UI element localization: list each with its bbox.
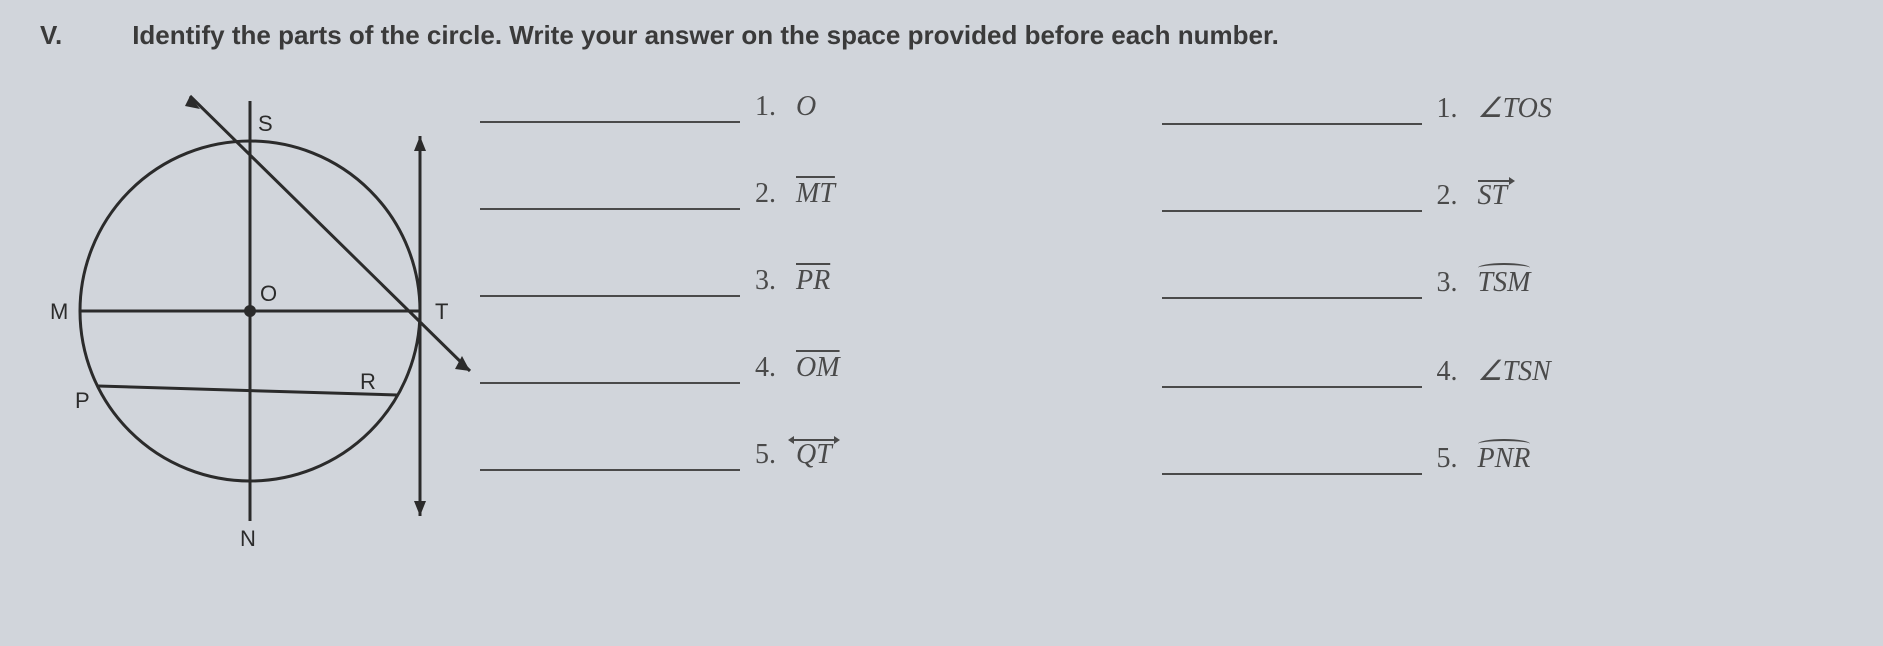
blank-line[interactable] xyxy=(1162,271,1422,299)
item-number: 4. xyxy=(1437,356,1458,388)
blank-line[interactable] xyxy=(480,95,740,123)
blank-line[interactable] xyxy=(480,443,740,471)
item-2-2: 2. ST xyxy=(1162,180,1844,212)
label-m: M xyxy=(50,299,68,324)
label-t: T xyxy=(435,299,448,324)
item-number: 5. xyxy=(755,439,776,471)
label-n: N xyxy=(240,526,256,551)
item-value: ∠TSN xyxy=(1478,354,1551,388)
item-number: 5. xyxy=(1437,443,1458,475)
item-1-4: 4. OM xyxy=(480,352,1162,384)
blank-line[interactable] xyxy=(480,269,740,297)
item-number: 1. xyxy=(755,91,776,123)
blank-line[interactable] xyxy=(480,182,740,210)
item-value: PNR xyxy=(1478,443,1531,475)
content-row: O M T S N P R 1. O 2. MT 3. PR xyxy=(40,81,1843,581)
label-p: P xyxy=(75,388,90,413)
item-value: ∠TOS xyxy=(1478,91,1552,125)
item-2-5: 5. PNR xyxy=(1162,443,1844,475)
item-1-1: 1. O xyxy=(480,91,1162,123)
item-value: PR xyxy=(796,265,830,297)
item-value: O xyxy=(796,91,816,123)
item-2-3: 3. TSM xyxy=(1162,267,1844,299)
line-st-secant xyxy=(190,96,470,371)
item-number: 2. xyxy=(755,178,776,210)
blank-line[interactable] xyxy=(1162,447,1422,475)
item-1-3: 3. PR xyxy=(480,265,1162,297)
label-o: O xyxy=(260,281,277,306)
item-number: 1. xyxy=(1437,93,1458,125)
answers-container: 1. O 2. MT 3. PR 4. OM 5. xyxy=(480,81,1843,475)
item-number: 4. xyxy=(755,352,776,384)
item-2-4: 4. ∠TSN xyxy=(1162,354,1844,388)
line-pr xyxy=(98,386,397,395)
item-value: TSM xyxy=(1478,267,1531,299)
center-point xyxy=(244,305,256,317)
item-number: 3. xyxy=(1437,267,1458,299)
label-s: S xyxy=(258,111,273,136)
blank-line[interactable] xyxy=(1162,184,1422,212)
item-1-2: 2. MT xyxy=(480,178,1162,210)
blank-line[interactable] xyxy=(1162,360,1422,388)
blank-line[interactable] xyxy=(1162,97,1422,125)
item-value: OM xyxy=(796,352,840,384)
item-2-1: 1. ∠TOS xyxy=(1162,91,1844,125)
circle-diagram: O M T S N P R xyxy=(40,81,480,581)
item-1-5: 5. QT xyxy=(480,439,1162,471)
item-value: MT xyxy=(796,178,835,210)
item-number: 2. xyxy=(1437,180,1458,212)
column-1: 1. O 2. MT 3. PR 4. OM 5. xyxy=(480,91,1162,475)
diagram-svg: O M T S N P R xyxy=(40,81,480,581)
instructions-text: Identify the parts of the circle. Write … xyxy=(132,20,1279,51)
arrow-tangent-up xyxy=(414,136,426,151)
item-value: QT xyxy=(796,439,832,471)
item-value: ST xyxy=(1478,180,1508,212)
header-row: V. Identify the parts of the circle. Wri… xyxy=(40,20,1843,51)
column-2: 1. ∠TOS 2. ST 3. TSM 4. ∠TSN xyxy=(1162,91,1844,475)
item-number: 3. xyxy=(755,265,776,297)
label-r: R xyxy=(360,369,376,394)
blank-line[interactable] xyxy=(480,356,740,384)
section-label: V. xyxy=(40,20,62,51)
arrow-tangent-down xyxy=(414,501,426,516)
